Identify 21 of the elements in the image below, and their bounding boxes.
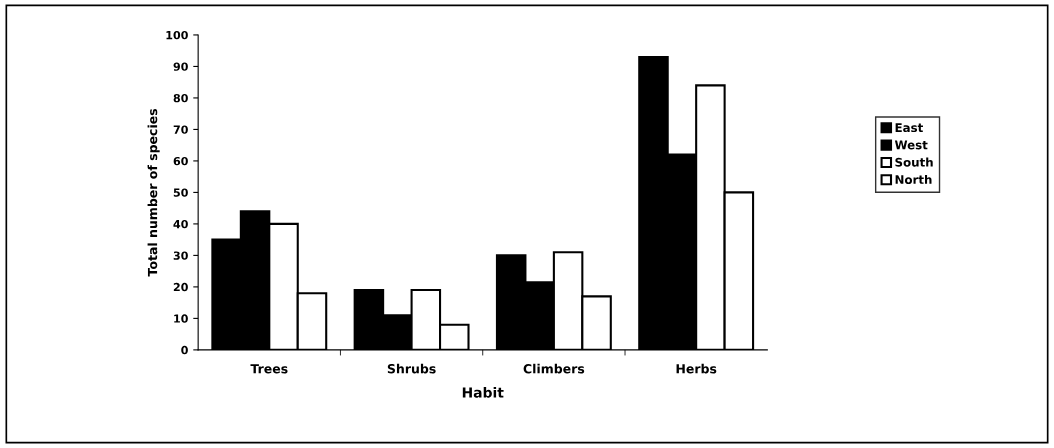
y-tick-label: 20 bbox=[173, 282, 188, 292]
legend-label: West bbox=[894, 140, 928, 150]
y-tick-label: 80 bbox=[173, 93, 188, 103]
y-tick-label: 60 bbox=[173, 156, 188, 166]
y-tick-label: 0 bbox=[181, 345, 188, 355]
x-tick-label: Trees bbox=[250, 364, 288, 374]
x-tick-label: Herbs bbox=[676, 363, 717, 374]
y-axis-title: Total number of species bbox=[147, 108, 160, 277]
y-tick-label: 30 bbox=[173, 251, 188, 260]
y-tick-label: 50 bbox=[173, 188, 188, 197]
legend-label: East bbox=[895, 123, 923, 133]
x-tick-label: Climbers bbox=[523, 363, 585, 374]
y-tick-label: 90 bbox=[173, 62, 188, 71]
y-tick-label: 10 bbox=[174, 314, 188, 323]
x-axis-title: Habit bbox=[462, 386, 504, 398]
x-tick-label: Shrubs bbox=[387, 363, 436, 374]
legend-label: South bbox=[895, 157, 933, 167]
y-tick-label: 100 bbox=[166, 30, 188, 40]
y-tick-label: 70 bbox=[173, 125, 188, 134]
y-tick-label: 40 bbox=[173, 219, 188, 229]
legend-label: North bbox=[895, 174, 932, 185]
